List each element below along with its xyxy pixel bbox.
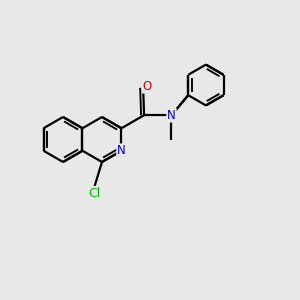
Text: Cl: Cl	[88, 187, 100, 200]
Text: O: O	[143, 80, 152, 93]
Text: N: N	[167, 109, 176, 122]
Text: N: N	[117, 144, 126, 157]
